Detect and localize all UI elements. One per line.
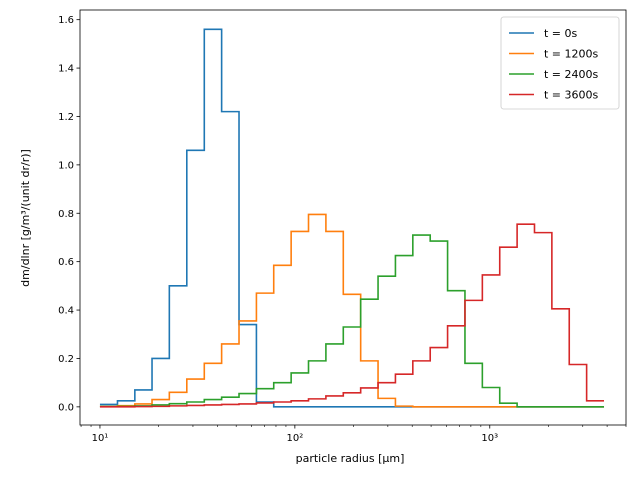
series-line-3 (99, 234, 605, 408)
y-tick-label: 1.2 (58, 112, 74, 123)
y-tick-label: 0.6 (58, 257, 74, 268)
x-tick-label: 10² (286, 433, 303, 444)
y-tick-label: 0.2 (58, 354, 74, 365)
y-tick-label: 0.8 (58, 209, 74, 220)
y-tick-label: 1.4 (58, 64, 74, 75)
x-tick-label: 10¹ (92, 433, 109, 444)
series-line-2 (99, 213, 605, 408)
y-tick-label: 1.0 (58, 160, 74, 171)
legend-box (500, 16, 620, 110)
legend: t = 0s t = 1200s t = 2400s t = 3600s (500, 16, 620, 110)
y-tick-label: 0.0 (58, 402, 74, 413)
y-tick-label: 1.6 (58, 15, 74, 26)
series-layer (99, 28, 605, 408)
y-tick-label: 0.4 (58, 306, 74, 317)
series-line-4 (99, 223, 605, 408)
x-tick-label: 10³ (481, 433, 498, 444)
legend-label-2: t = 1200s (544, 48, 599, 61)
y-axis-label: dm/dlnr [g/m³/(unit dr/r)] (19, 149, 32, 287)
legend-label-3: t = 2400s (544, 68, 599, 81)
legend-label-1: t = 0s (544, 27, 578, 40)
axes-frame (79, 9, 627, 426)
x-axis-ticks: 10¹ 10² 10³ (80, 425, 627, 444)
legend-label-4: t = 3600s (544, 89, 599, 102)
x-axis-label: particle radius [μm] (296, 452, 405, 465)
y-axis-ticks: 0.0 0.2 0.4 0.6 0.8 1.0 1.2 1.4 1.6 (58, 15, 80, 413)
